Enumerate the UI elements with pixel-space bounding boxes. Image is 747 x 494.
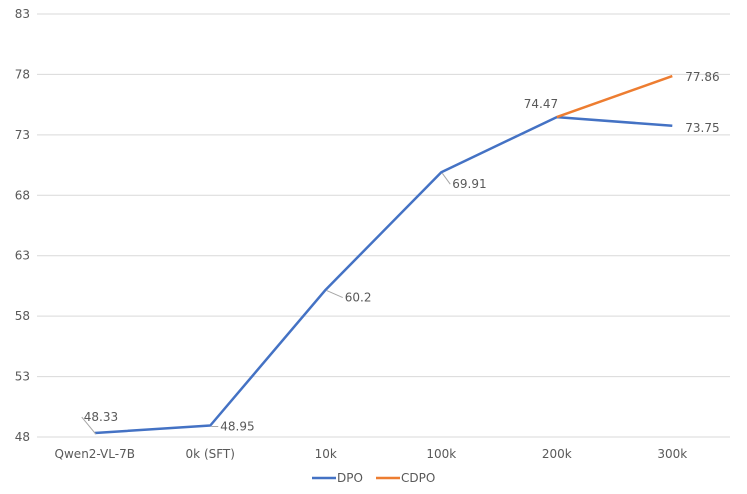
series-line-cdpo bbox=[556, 74, 673, 119]
y-tick-label: 48 bbox=[15, 430, 30, 444]
y-tick-label: 53 bbox=[15, 370, 30, 384]
legend: DPO CDPO bbox=[312, 471, 435, 485]
grid-lines bbox=[37, 13, 730, 438]
y-tick-label: 73 bbox=[15, 128, 30, 142]
x-axis: Qwen2-VL-7B 0k (SFT) 10k 100k 200k 300k bbox=[55, 447, 688, 461]
label-leader-line bbox=[441, 172, 451, 185]
data-label-dpo: 69.91 bbox=[452, 177, 486, 191]
y-tick-label: 68 bbox=[15, 188, 30, 202]
legend-label-dpo: DPO bbox=[337, 471, 363, 485]
x-tick-label: 200k bbox=[542, 447, 572, 461]
y-axis: 48 53 58 63 68 73 78 83 bbox=[15, 7, 30, 444]
data-label-dpo: 74.47 bbox=[524, 97, 558, 111]
data-label-dpo: 60.2 bbox=[345, 291, 372, 305]
y-tick-label: 58 bbox=[15, 309, 30, 323]
data-labels: 48.33 48.95 60.2 69.91 74.47 73.75 77.86 bbox=[81, 70, 720, 435]
data-label-dpo: 48.33 bbox=[84, 410, 118, 424]
label-leader-line bbox=[326, 290, 343, 299]
x-tick-label: 10k bbox=[315, 447, 337, 461]
y-tick-label: 63 bbox=[15, 249, 30, 263]
x-tick-label: 0k (SFT) bbox=[186, 447, 235, 461]
data-label-cdpo: 77.86 bbox=[685, 70, 719, 84]
data-label-dpo: 48.95 bbox=[220, 420, 254, 434]
x-tick-label: Qwen2-VL-7B bbox=[55, 447, 135, 461]
series-line-dpo bbox=[94, 115, 673, 435]
data-label-dpo: 73.75 bbox=[685, 121, 719, 135]
legend-label-cdpo: CDPO bbox=[401, 471, 435, 485]
y-tick-label: 83 bbox=[15, 7, 30, 21]
x-tick-label: 300k bbox=[657, 447, 687, 461]
x-tick-label: 100k bbox=[426, 447, 456, 461]
y-tick-label: 78 bbox=[15, 67, 30, 81]
label-leader-line bbox=[81, 416, 97, 435]
series-lines bbox=[94, 74, 673, 435]
